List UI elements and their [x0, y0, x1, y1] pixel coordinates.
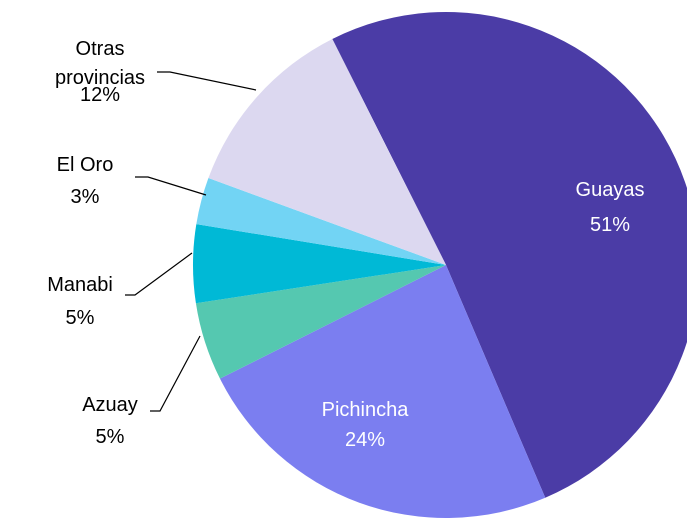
slice-percent: 51%: [589, 214, 631, 236]
pie-slice: [195, 265, 446, 379]
slice-percent: 12%: [79, 84, 121, 106]
slice-percent: 5%: [65, 307, 95, 329]
pie-slice: [208, 38, 446, 266]
slice-name: El Oro: [56, 154, 114, 176]
leader-line: [135, 176, 207, 196]
leader-line: [157, 71, 257, 91]
slice-percent: 5%: [95, 426, 125, 448]
slice-name: Guayas: [575, 179, 645, 201]
pie-slice: [332, 12, 687, 498]
slice-name: Otras provincias: [54, 38, 146, 89]
slice-name: Azuay: [82, 394, 138, 416]
leader-line: [125, 252, 193, 296]
pie-slice: [192, 224, 446, 304]
slice-name: Manabi: [47, 274, 113, 296]
slice-percent: 3%: [70, 186, 100, 208]
pie-slice: [219, 265, 546, 519]
leader-line: [150, 335, 201, 412]
slice-name: Pichincha: [321, 399, 409, 421]
pie-slice: [196, 178, 446, 265]
slice-percent: 24%: [344, 429, 386, 451]
